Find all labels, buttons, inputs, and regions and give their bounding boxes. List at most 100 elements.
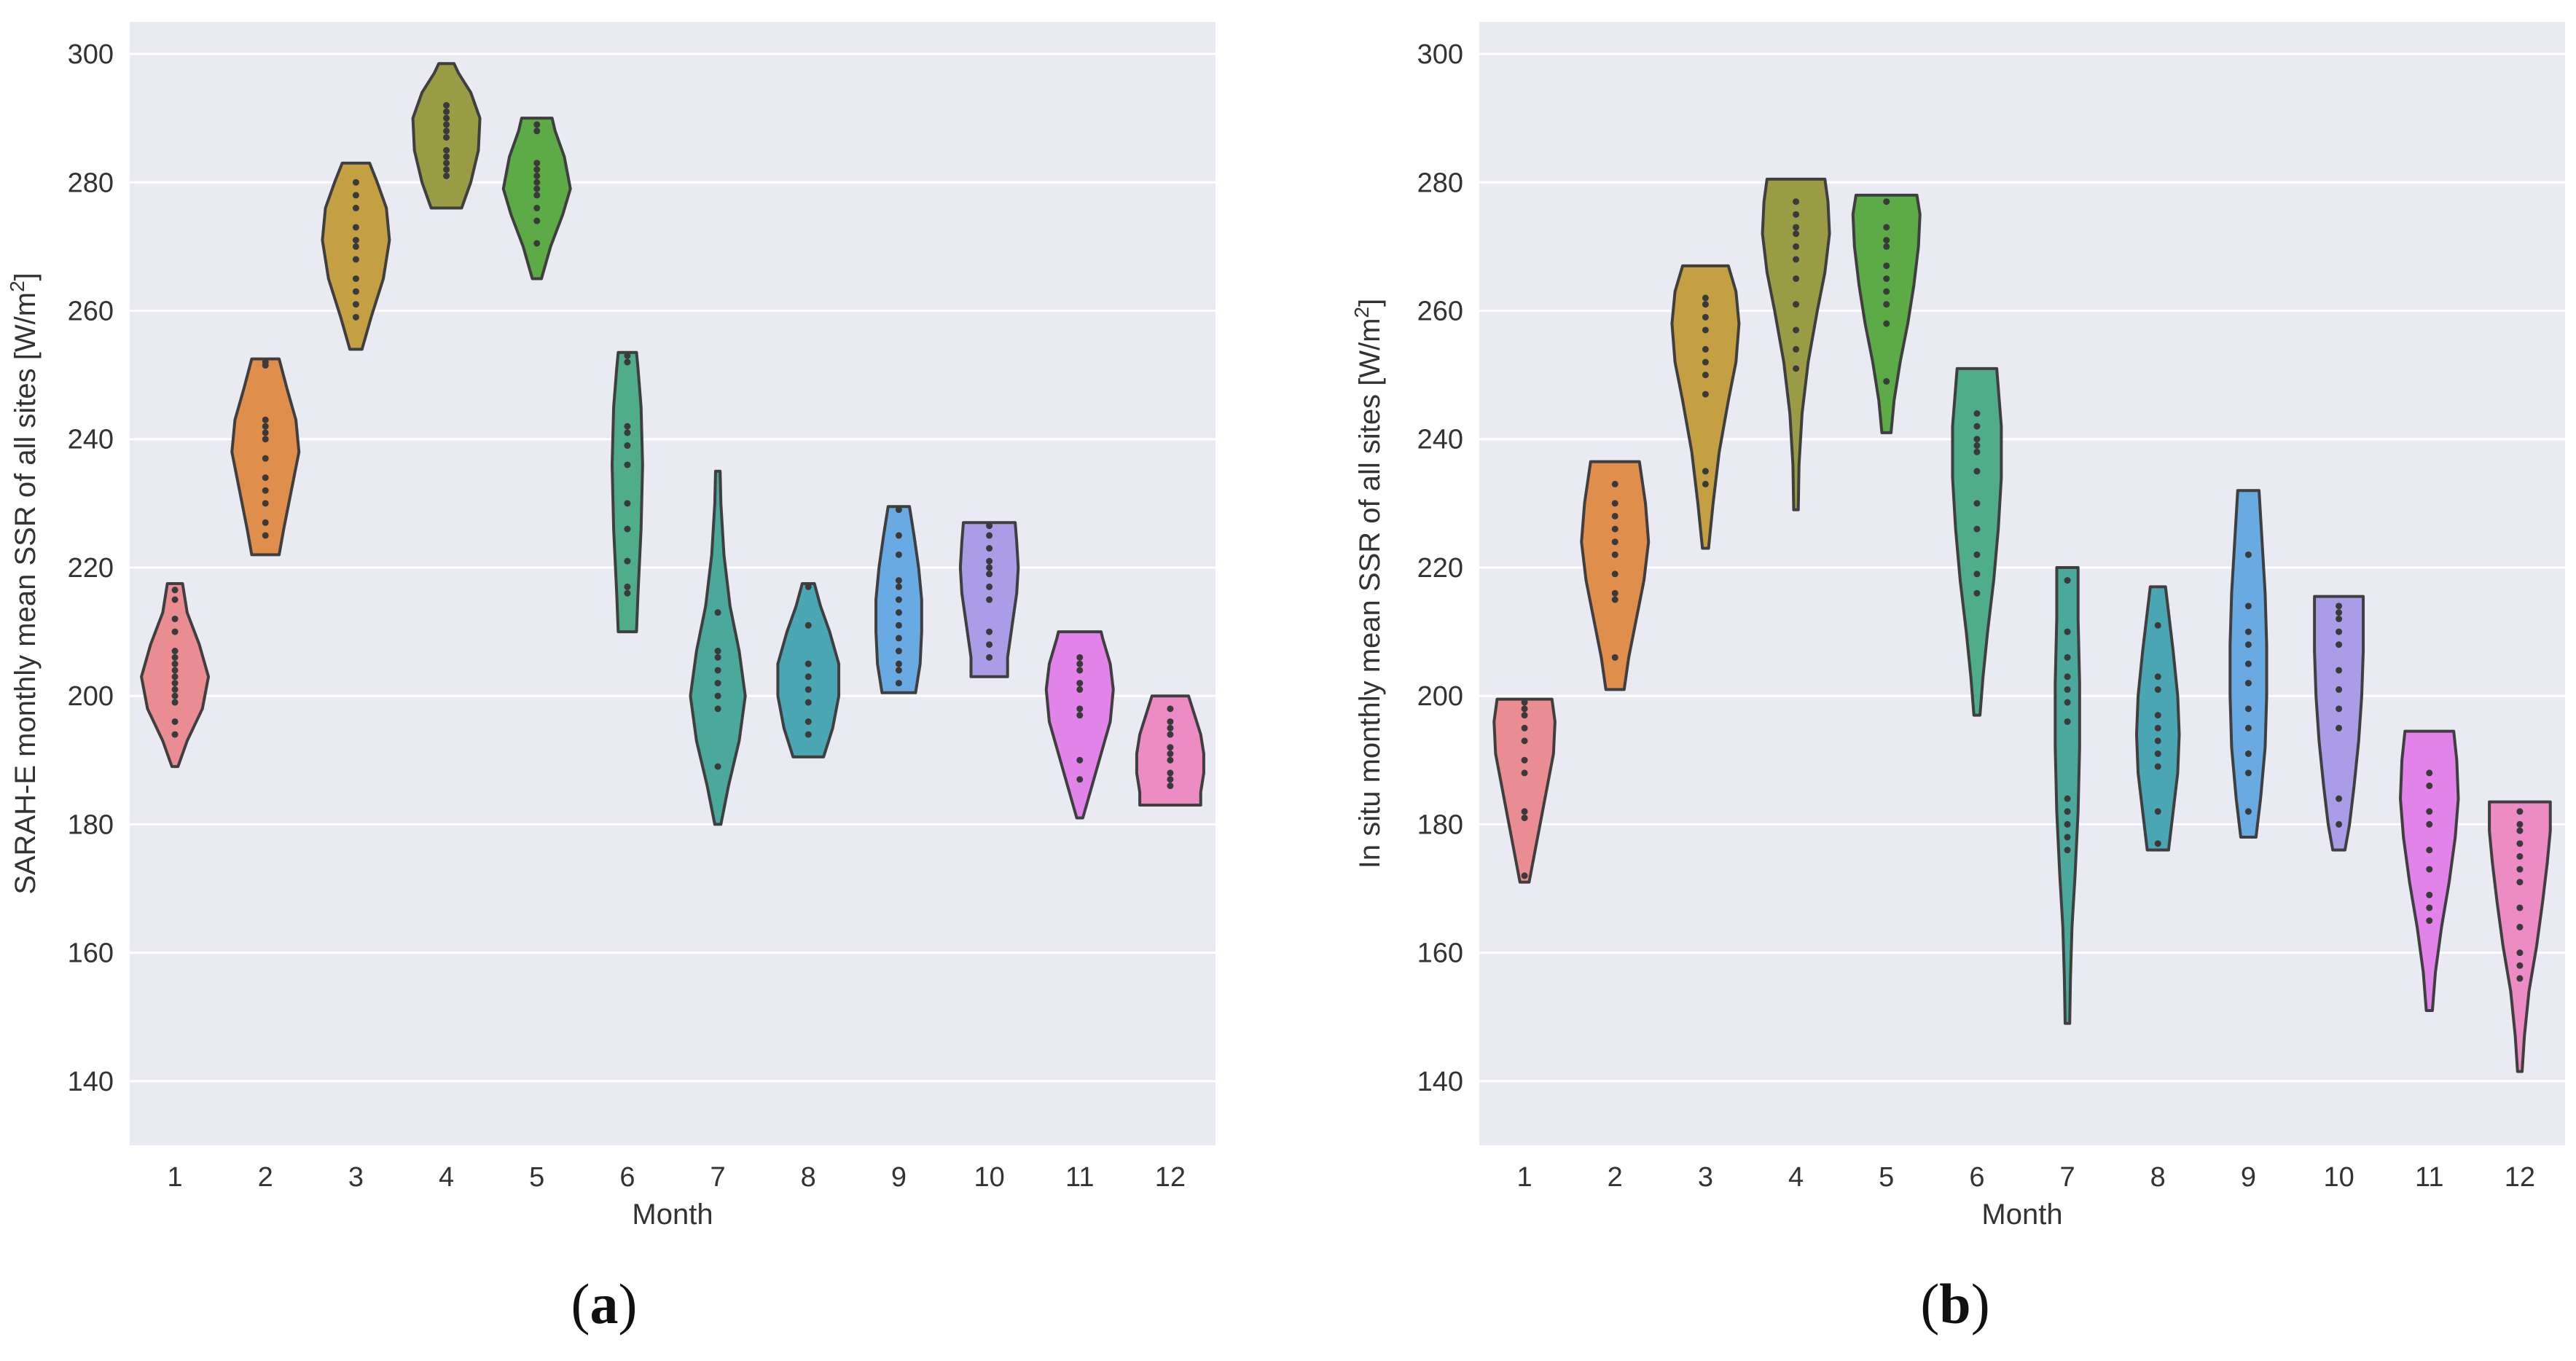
data-point <box>714 648 721 655</box>
data-point <box>1883 301 1890 308</box>
data-point <box>171 667 179 674</box>
data-point <box>352 243 359 250</box>
data-point <box>804 621 812 629</box>
data-point <box>171 718 179 725</box>
data-point <box>2064 628 2071 635</box>
data-point <box>171 648 179 655</box>
data-point <box>986 596 993 603</box>
data-point <box>2516 923 2524 930</box>
data-point <box>2336 686 2343 693</box>
panel-b-label: (b) <box>1920 1272 1990 1335</box>
panel-a-label: (a) <box>571 1272 638 1335</box>
data-point <box>804 673 812 680</box>
data-point <box>895 583 902 590</box>
data-point <box>2154 763 2161 770</box>
x-tick-label: 8 <box>801 1162 816 1193</box>
data-point <box>2064 718 2071 725</box>
x-tick-label: 5 <box>529 1162 544 1193</box>
data-point <box>986 557 993 565</box>
x-axis-label: Month <box>632 1199 713 1231</box>
data-point <box>2336 628 2343 635</box>
data-point <box>2516 949 2524 957</box>
data-point <box>1883 243 1890 250</box>
data-point <box>1076 756 1084 764</box>
data-point <box>443 121 450 128</box>
data-point <box>533 172 541 179</box>
data-point <box>895 667 902 674</box>
data-point <box>624 525 631 533</box>
data-point <box>1883 320 1890 327</box>
data-point <box>2426 917 2433 925</box>
data-point <box>262 358 269 366</box>
data-point <box>1167 756 1174 764</box>
data-point <box>895 635 902 642</box>
data-point <box>262 500 269 507</box>
data-point <box>986 564 993 571</box>
data-point <box>443 108 450 115</box>
data-point <box>2516 904 2524 911</box>
data-point <box>1521 808 1528 815</box>
data-point <box>1521 712 1528 719</box>
data-point <box>1076 705 1084 713</box>
data-point <box>2154 750 2161 758</box>
data-point <box>1702 345 1709 353</box>
data-point <box>2516 820 2524 828</box>
data-point <box>1611 589 1618 597</box>
data-point <box>2336 705 2343 713</box>
x-tick-label: 5 <box>1879 1162 1894 1193</box>
data-point <box>1611 480 1618 487</box>
data-point <box>2064 686 2071 693</box>
data-point <box>1973 409 1981 417</box>
data-point <box>714 654 721 661</box>
data-point <box>262 423 269 430</box>
violin-month-4 <box>1761 177 1831 511</box>
data-point <box>2154 840 2161 847</box>
data-point <box>2426 891 2433 898</box>
data-point <box>533 179 541 186</box>
x-tick-label: 12 <box>1155 1162 1186 1193</box>
x-tick-label: 9 <box>2241 1162 2256 1193</box>
data-point <box>624 557 631 565</box>
violin-month-8 <box>776 582 841 758</box>
data-point <box>2064 795 2071 802</box>
data-point <box>1076 712 1084 719</box>
data-point <box>533 166 541 173</box>
data-point <box>1973 525 1981 533</box>
data-point <box>171 628 179 635</box>
data-point <box>1167 744 1174 751</box>
data-point <box>895 680 902 687</box>
data-point <box>533 121 541 128</box>
x-tick-label: 4 <box>1788 1162 1804 1193</box>
data-point <box>1611 525 1618 533</box>
data-point <box>443 153 450 160</box>
data-point <box>624 423 631 430</box>
data-point <box>533 217 541 224</box>
y-axis-label: SARAH-E monthly mean SSR of all sites [W… <box>6 272 42 895</box>
data-point <box>895 577 902 584</box>
data-point <box>1883 288 1890 295</box>
data-point <box>1793 301 1800 308</box>
y-tick-label: 140 <box>68 1067 114 1097</box>
data-point <box>171 699 179 706</box>
x-tick-label: 10 <box>974 1162 1004 1193</box>
data-point <box>533 192 541 199</box>
data-point <box>2336 667 2343 674</box>
violin-month-6 <box>1951 366 2003 717</box>
data-point <box>714 609 721 616</box>
data-point <box>262 436 269 443</box>
x-tick-label: 6 <box>1969 1162 1984 1193</box>
data-point <box>443 146 450 154</box>
data-point <box>1611 551 1618 558</box>
data-point <box>2244 705 2252 713</box>
data-point <box>171 596 179 603</box>
data-point <box>1973 436 1981 443</box>
data-point <box>624 358 631 366</box>
data-point <box>1076 654 1084 661</box>
data-point <box>1973 500 1981 507</box>
y-tick-label: 200 <box>68 681 114 712</box>
data-point <box>2064 834 2071 841</box>
x-tick-label: 1 <box>168 1162 183 1193</box>
data-point <box>2244 750 2252 758</box>
